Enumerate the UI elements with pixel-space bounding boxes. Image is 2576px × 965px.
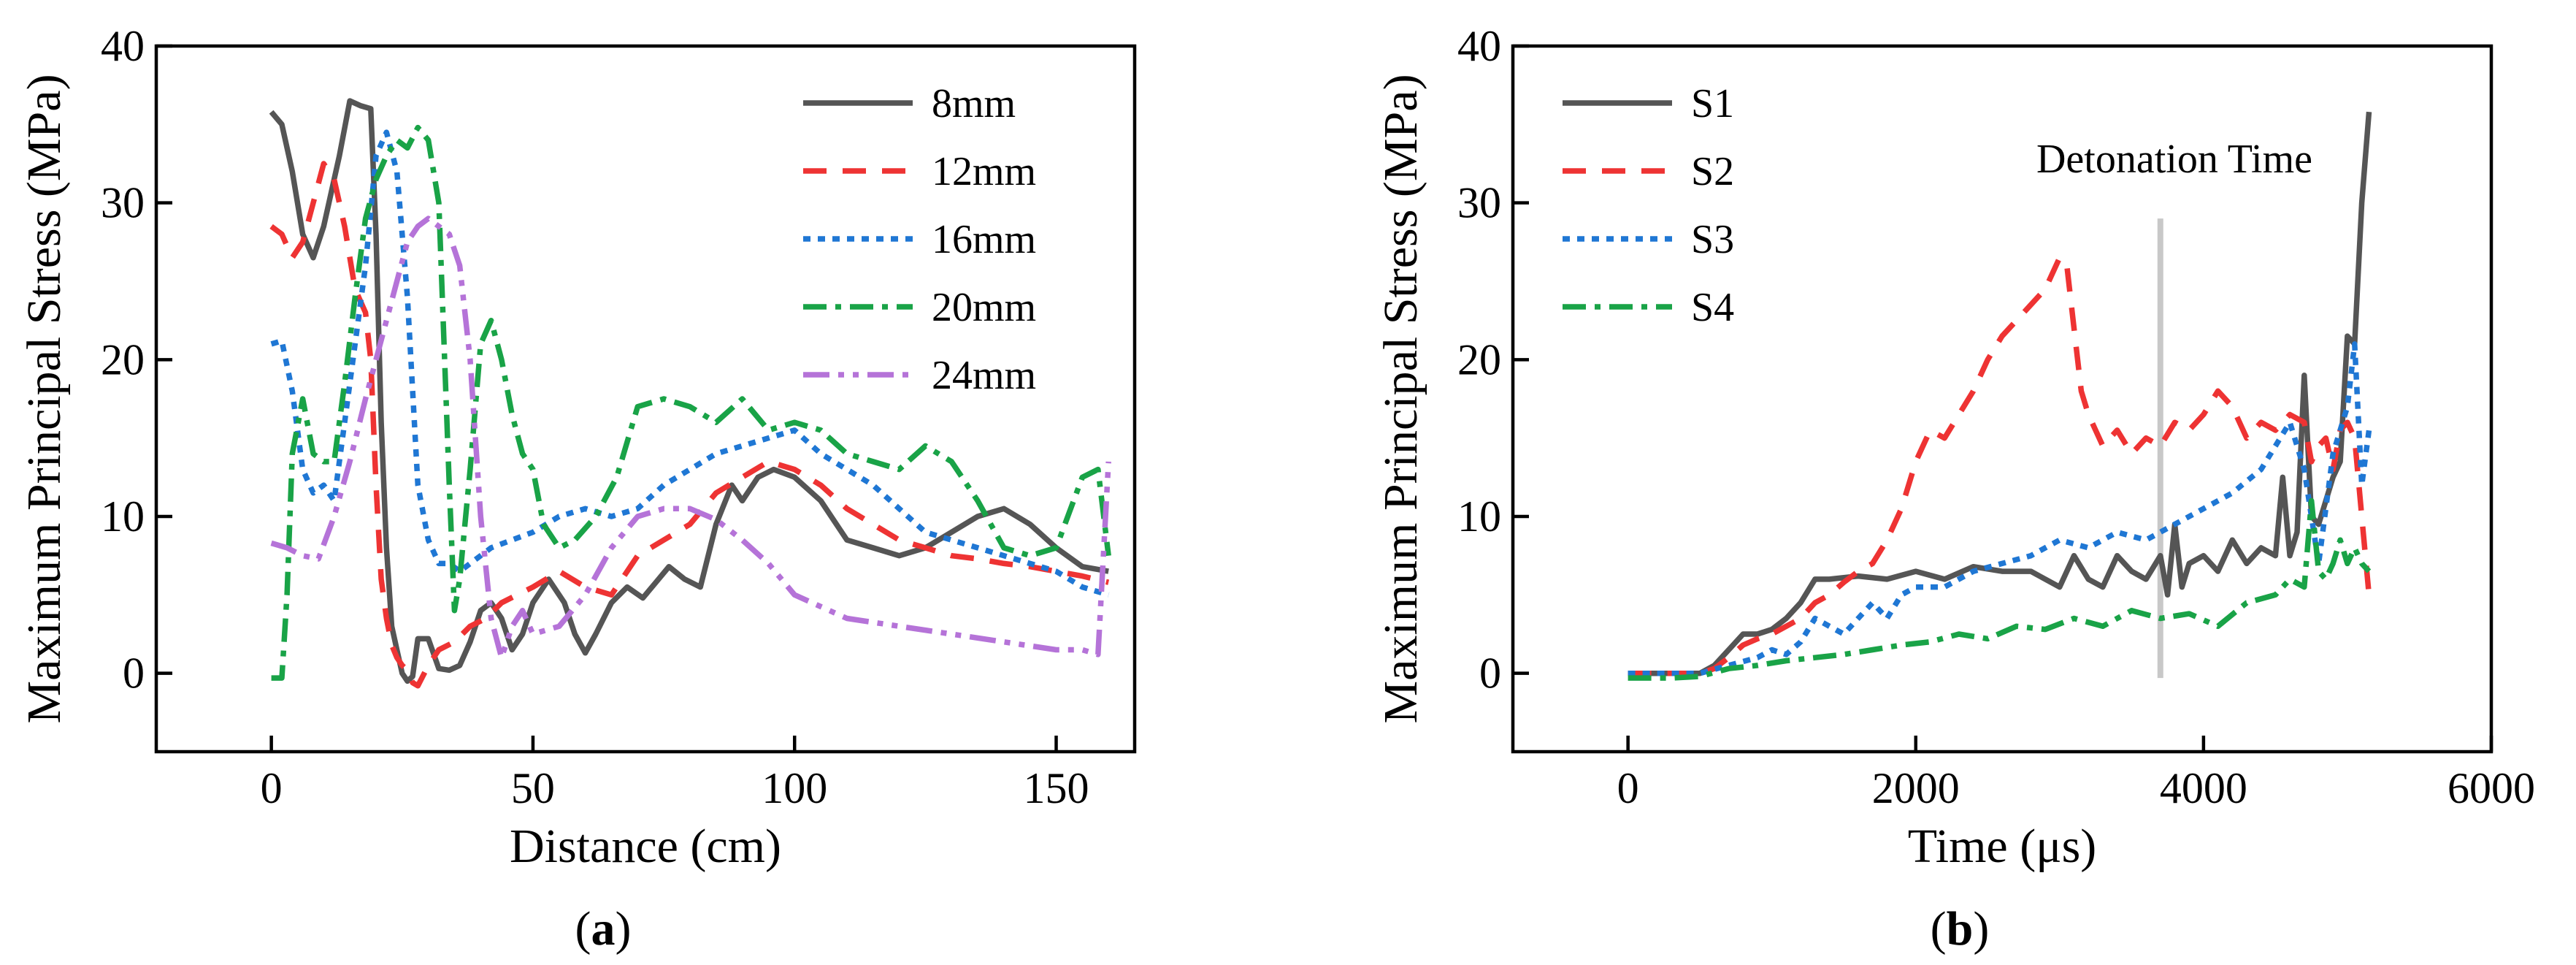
y-tick-label-b-1: 10: [1457, 492, 1501, 541]
y-axis-title-a: Maximum Principal Stress (MPa): [18, 74, 71, 723]
detonation-time-label: Detonation Time: [2036, 137, 2312, 182]
legend-label-a-16mm: 16mm: [932, 217, 1036, 262]
y-axis-title-b: Maximum Principal Stress (MPa): [1374, 74, 1427, 723]
y-tick-label-b-0: 0: [1479, 649, 1501, 698]
x-tick-label-b-0: 0: [1617, 764, 1639, 812]
series-line-b-s3: [1628, 341, 2372, 676]
series-line-a-8mm: [269, 98, 1109, 684]
legend-label-b-s1: S1: [1691, 81, 1734, 126]
series-group-b: [1628, 111, 2372, 681]
x-tick-label-a-2: 100: [762, 764, 827, 812]
series-line-b-s1: [1628, 111, 2372, 676]
legend-label-b-s4: S4: [1691, 285, 1734, 330]
legend-b: S1 S2 S3 S4 Detonation Time: [1563, 81, 2312, 330]
legend-a: 8mm 12mm 16mm 20mm 24mm: [803, 81, 1036, 398]
y-tick-label-b-4: 40: [1457, 22, 1501, 70]
legend-label-b-s2: S2: [1691, 149, 1734, 194]
legend-label-a-12mm: 12mm: [932, 149, 1036, 194]
plot-frame-b: [1511, 44, 2493, 754]
legend-label-b-s3: S3: [1691, 217, 1734, 262]
x-tick-label-a-0: 0: [261, 764, 283, 812]
series-line-b-s2: [1628, 255, 2372, 676]
y-tick-label-a-3: 30: [101, 179, 145, 227]
x-tick-label-b-2: 4000: [2160, 764, 2247, 812]
series-line-b-s4: [1628, 497, 2372, 681]
y-tick-label-a-0: 0: [123, 649, 145, 698]
tick-group-a: 0 50 100 150 0 10 20 30 40: [101, 22, 1089, 812]
plot-frame-a: [154, 44, 1137, 754]
series-line-a-12mm: [269, 161, 1110, 689]
series-line-a-16mm: [270, 129, 1110, 598]
x-tick-label-a-1: 50: [511, 764, 555, 812]
chart-panel-a: 0 50 100 150 0 10 20 30 40 8mm 12mm 16mm 20mm 24mm D…: [18, 22, 1137, 956]
x-axis-title-b: Time (μs): [1908, 820, 2097, 873]
x-tick-label-a-3: 150: [1024, 764, 1089, 812]
x-tick-label-b-3: 6000: [2447, 764, 2535, 812]
legend-label-a-24mm: 24mm: [932, 353, 1036, 398]
y-tick-label-a-4: 40: [101, 22, 145, 70]
series-line-a-20mm: [271, 124, 1111, 681]
chart-panel-b: 0 2000 4000 6000 0 10 20 30 40 S1 S2 S3 S4 Detonatio…: [1374, 22, 2535, 956]
y-tick-label-a-2: 20: [101, 335, 145, 384]
panel-label-b: (b): [1931, 902, 1990, 956]
legend-label-a-8mm: 8mm: [932, 81, 1016, 126]
x-axis-title-a: Distance (cm): [510, 820, 781, 873]
y-tick-label-b-2: 20: [1457, 335, 1501, 384]
y-tick-label-b-3: 30: [1457, 179, 1501, 227]
panel-label-b-letter: b: [1947, 902, 1974, 956]
legend-label-a-20mm: 20mm: [932, 285, 1036, 330]
x-tick-label-b-1: 2000: [1872, 764, 1960, 812]
y-tick-label-a-1: 10: [101, 492, 145, 541]
tick-group-b: 0 2000 4000 6000 0 10 20 30 40: [1457, 22, 2535, 812]
series-group-a: [269, 98, 1111, 689]
panel-label-a-letter: a: [591, 902, 616, 956]
series-line-a-24mm: [270, 215, 1111, 660]
panel-label-a: (a): [575, 902, 632, 956]
